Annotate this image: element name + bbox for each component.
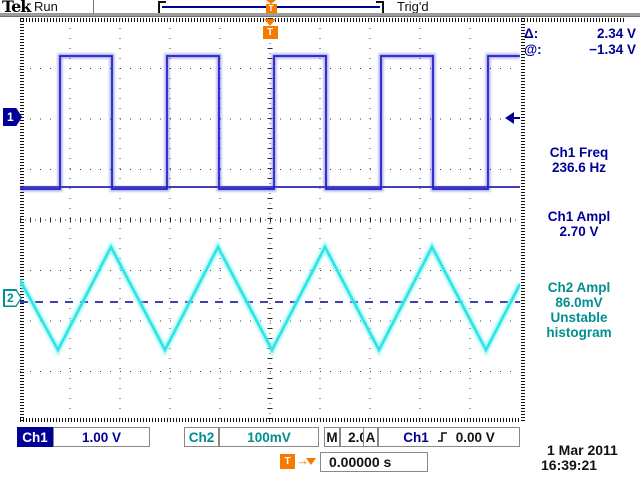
main-timebase-badge: M [324,427,340,447]
ch2-flag-fill [4,290,21,306]
down-arrow-icon [266,0,276,4]
trigger-horizontal-position-marker: T [262,19,278,39]
ch1-volts-per-div: 1.00 V [53,427,150,447]
graticule [20,18,520,422]
measurement-label: Ch1 Freq [549,145,609,160]
trigger-source: Ch1 [403,429,429,445]
trigger-settings-box: Ch1 0.00 V [378,427,520,447]
measurement-label: Ch2 Ampl [547,280,611,295]
top-bar: Tek Run T Trig'd [0,0,640,16]
trigger-mode-badge: A [363,427,378,447]
ch2-ground-marker: 2 [3,289,22,307]
right-arrow-icon: → [296,453,309,468]
measurement-ch1-freq: Ch1 Freq 236.6 Hz [522,145,636,175]
record-trigger-position-icon: T [265,0,277,14]
trigger-level-stem [511,117,520,119]
measurement-warning-line2: histogram [546,325,612,340]
left-arrow-icon [505,112,514,124]
measurement-ch1-ampl: Ch1 Ampl 2.70 V [522,209,636,239]
record-view-bar: T [156,0,386,16]
ch1-flag-label: 1 [7,110,14,124]
cursor-delta-row: Δ: 2.34 V [524,26,636,42]
measurement-label: Ch1 Ampl [547,209,611,224]
tek-logo: Tek [2,0,31,16]
ch2-flag-label: 2 [7,291,14,305]
date-value: 1 Mar 2011 [547,442,618,458]
trigger-level-value: 0.00 V [455,429,495,445]
graticule-top-ruler [20,18,624,22]
measurement-value: 86.0mV [555,295,603,310]
trigger-level-marker [505,112,520,124]
ch2-volts-per-div: 100mV [219,427,319,447]
trigger-status: Trig'd [397,0,429,14]
measurement-ch2-ampl: Ch2 Ampl 86.0mV Unstable histogram [522,280,636,340]
trigger-t-icon: T [265,4,277,13]
time-value: 16:39:21 [541,457,598,473]
ch1-ground-marker: 1 [3,108,22,126]
down-arrow-icon [306,458,316,465]
measurement-warning-line1: Unstable [550,310,608,325]
datetime-readout: 1 Mar 2011 16:39:21 [541,443,640,473]
cursor-delta-value: 2.34 V [596,26,636,41]
top-separator [93,0,94,13]
rising-edge-icon [437,432,447,442]
ch1-channel-badge: Ch1 [17,427,53,447]
graticule-right-ruler [521,18,525,422]
ch2-channel-badge: Ch2 [184,427,219,447]
cursor-at-label: @: [524,42,542,57]
trigger-t-icon: T [280,454,295,469]
cursor-at-value: −1.34 V [589,42,636,57]
cursor-readout: Δ: 2.34 V @: −1.34 V [524,26,636,58]
cursor-at-row: @: −1.34 V [524,42,636,58]
trigger-t-icon: T [262,26,278,39]
trigger-position-value: 0.00000 s [320,452,428,472]
cursor-delta-label: Δ: [524,26,539,41]
down-arrow-icon [264,19,276,26]
measurement-value: 236.6 Hz [551,160,607,175]
measurement-value: 2.70 V [559,224,599,239]
acquisition-state: Run [34,0,58,14]
divider-bar [0,13,640,17]
